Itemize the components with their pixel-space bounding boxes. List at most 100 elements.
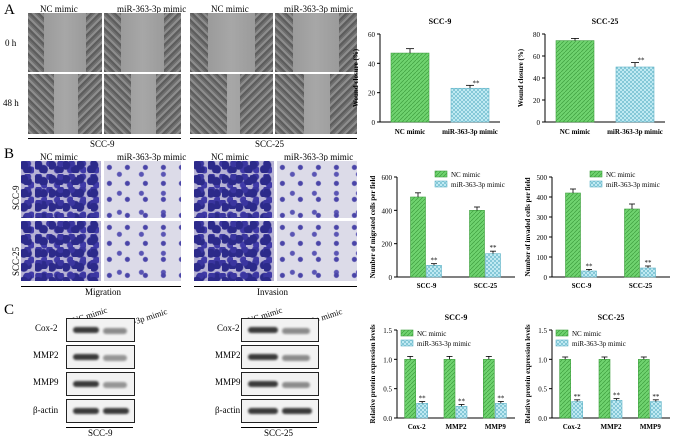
y-axis-label: Wound closure (%) bbox=[517, 48, 525, 107]
legend-label: miR-363-3p mimic bbox=[451, 181, 505, 189]
legend-swatch bbox=[400, 329, 414, 337]
y-tick-label: 1.0 bbox=[383, 356, 392, 364]
y-tick-label: 0.0 bbox=[383, 415, 392, 423]
bar bbox=[638, 359, 650, 419]
group-underline bbox=[28, 138, 181, 139]
bar bbox=[469, 210, 485, 278]
row-label: Cox-2 bbox=[217, 323, 240, 333]
micrograph bbox=[21, 221, 101, 281]
row-label: MMP9 bbox=[215, 377, 241, 387]
blot-mmp2 bbox=[241, 345, 319, 369]
micrograph bbox=[277, 161, 357, 218]
panel-letter-b: B bbox=[4, 146, 15, 162]
x-tick-label: SCC-9 bbox=[417, 282, 437, 290]
significance-label: ** bbox=[419, 395, 427, 403]
group-label: SCC-9 bbox=[90, 139, 115, 149]
panel-letter-a: A bbox=[4, 2, 15, 18]
micrograph bbox=[28, 13, 102, 72]
significance-label: ** bbox=[613, 392, 621, 400]
row-label: SCC-9 bbox=[11, 185, 21, 210]
y-tick-label: 100 bbox=[537, 254, 548, 262]
y-tick-label: 0.5 bbox=[383, 386, 392, 394]
micrograph bbox=[277, 221, 357, 281]
significance-label: ** bbox=[638, 57, 646, 65]
micrograph bbox=[104, 221, 181, 281]
y-tick-label: 1.5 bbox=[383, 327, 392, 335]
group-underline bbox=[190, 138, 357, 139]
blot-mmp9 bbox=[66, 372, 135, 396]
col-label: NC mimic bbox=[211, 4, 249, 14]
group-underline bbox=[66, 427, 133, 428]
chart-title: SCC-9 bbox=[429, 17, 452, 26]
chart-invasion: 0 100 200 300 400 500 Number of invaded cells … bbox=[524, 170, 670, 290]
bar bbox=[426, 265, 442, 278]
group-label: SCC-9 bbox=[88, 428, 113, 438]
y-axis-label: Relative protein expression levels bbox=[524, 324, 532, 423]
legend-swatch bbox=[434, 170, 448, 178]
y-tick-label: 40 bbox=[533, 75, 541, 83]
row-label: 0 h bbox=[5, 38, 17, 48]
y-tick-label: 200 bbox=[382, 241, 393, 249]
chart-wound-scc9: 0 20 40 60 Wound closure (%) SCC-9 NC mimic ** m… bbox=[352, 17, 500, 136]
significance-label: ** bbox=[574, 393, 582, 401]
significance-label: ** bbox=[473, 79, 481, 87]
col-label: miR-363-3p mimic bbox=[284, 152, 354, 162]
bar bbox=[450, 87, 490, 123]
chart-title: SCC-25 bbox=[592, 17, 619, 26]
legend-swatch bbox=[589, 170, 603, 178]
legend-label: miR-363-3p mimic bbox=[572, 340, 626, 348]
legend-label: NC mimic bbox=[572, 330, 601, 338]
legend-label: NC mimic bbox=[417, 330, 446, 338]
chart-wound-scc25: 0 20 40 60 80 Wound closure (%) SCC-25 NC mimic… bbox=[517, 17, 665, 136]
bar bbox=[615, 66, 655, 123]
x-tick-label: MMP2 bbox=[601, 423, 622, 431]
y-tick-label: 40 bbox=[368, 60, 376, 68]
group-underline bbox=[241, 427, 317, 428]
y-tick-label: 60 bbox=[368, 31, 376, 39]
x-tick-label: MMP9 bbox=[640, 423, 661, 431]
x-tick-label: Cox-2 bbox=[563, 423, 581, 431]
row-label: MMP2 bbox=[33, 350, 59, 360]
significance-label: ** bbox=[497, 395, 505, 403]
col-label: NC mimic bbox=[40, 152, 78, 162]
y-tick-label: 0 bbox=[537, 119, 541, 127]
row-label: β-actin bbox=[33, 405, 59, 415]
bar bbox=[610, 400, 623, 419]
row-label: MMP9 bbox=[33, 377, 59, 387]
chart-title: SCC-25 bbox=[598, 313, 625, 322]
micrograph bbox=[194, 221, 274, 281]
significance-label: ** bbox=[490, 244, 498, 252]
row-label: Cox-2 bbox=[35, 323, 58, 333]
significance-label: ** bbox=[431, 257, 439, 265]
bar bbox=[624, 208, 640, 278]
micrograph bbox=[275, 74, 357, 134]
y-tick-label: 0 bbox=[544, 274, 548, 282]
blot-cox2 bbox=[241, 318, 319, 342]
group-underline bbox=[194, 286, 357, 287]
x-tick-label: SCC-9 bbox=[572, 282, 592, 290]
y-tick-label: 200 bbox=[537, 234, 548, 242]
blot-beta-actin bbox=[241, 399, 319, 423]
y-axis-label: Number of migrated cells per field bbox=[369, 176, 377, 279]
col-label: NC mimic bbox=[40, 4, 78, 14]
y-tick-label: 0 bbox=[372, 119, 376, 127]
micrograph bbox=[28, 74, 102, 134]
y-tick-label: 0.5 bbox=[538, 386, 547, 394]
significance-label: ** bbox=[645, 259, 653, 267]
significance-label: ** bbox=[458, 398, 466, 406]
bar bbox=[404, 359, 416, 419]
y-tick-label: 300 bbox=[537, 214, 548, 222]
micrograph bbox=[194, 161, 274, 218]
bar bbox=[571, 401, 583, 419]
blot-cox2 bbox=[66, 318, 135, 342]
bar bbox=[485, 253, 501, 278]
bar bbox=[410, 196, 426, 278]
blot-beta-actin bbox=[66, 399, 135, 423]
blot-mmp9 bbox=[241, 372, 319, 396]
group-label: Migration bbox=[85, 287, 121, 297]
bar bbox=[495, 403, 507, 419]
x-tick-label: SCC-25 bbox=[474, 282, 498, 290]
group-label: Invasion bbox=[257, 287, 288, 297]
chart-protein-scc9: 0.0 0.5 1.0 1.5 Relative protein expression … bbox=[369, 313, 515, 431]
micrograph bbox=[190, 74, 273, 134]
